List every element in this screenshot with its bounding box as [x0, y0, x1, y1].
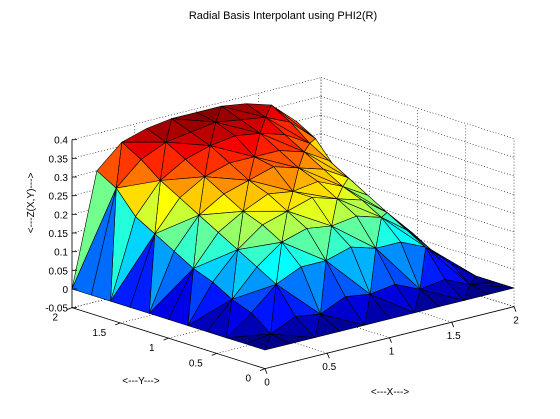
- surface-facet: [129, 233, 156, 314]
- x-tick-mark: [389, 337, 392, 343]
- back-wall-gridline: [71, 96, 322, 159]
- z-tick-label: 0: [62, 285, 68, 296]
- x-tick-mark: [451, 322, 455, 328]
- z-tick-label: -0.05: [45, 304, 68, 315]
- back-wall-gridline: [71, 77, 322, 140]
- side-wall-gridline: [320, 77, 515, 139]
- side-wall-gridline: [320, 96, 515, 158]
- y-axis-label: <---Y--->: [122, 376, 160, 387]
- side-wall-gridline: [320, 133, 515, 195]
- x-tick-label: 2: [513, 316, 519, 327]
- y-tick-label: 0: [245, 374, 251, 385]
- surface-facet: [91, 187, 117, 302]
- x-tick-mark: [326, 353, 330, 359]
- x-tick-label: 1.5: [447, 331, 461, 342]
- z-tick-label: 0.35: [49, 154, 69, 165]
- side-wall-gridline: [320, 114, 515, 177]
- y-tick-mark: [259, 368, 266, 372]
- z-tick-label: 0.25: [49, 192, 69, 203]
- z-axis-label: <---Z(X,Y)--->: [26, 173, 37, 234]
- x-tick-mark: [264, 368, 268, 374]
- surface-facet: [463, 284, 490, 301]
- surface-facet: [168, 268, 194, 326]
- z-tick-label: 0.05: [49, 266, 69, 277]
- y-tick-label: 1: [149, 343, 155, 354]
- surface-mesh: [71, 103, 515, 351]
- z-tick-label: 0.2: [54, 210, 68, 221]
- side-wall-gridline: [320, 152, 515, 214]
- y-tick-mark: [66, 307, 73, 311]
- y-tick-mark: [115, 322, 121, 326]
- z-tick-label: 0.1: [54, 248, 68, 259]
- axis-labels: 00.511.5200.511.52-0.0500.050.10.150.20.…: [45, 136, 519, 389]
- chart-title: Radial Basis Interpolant using PHI2(R): [189, 10, 377, 22]
- y-tick-label: 2: [52, 313, 58, 324]
- z-tick-label: 0.3: [54, 173, 68, 184]
- surface-facet: [245, 333, 271, 351]
- x-tick-mark: [513, 306, 517, 312]
- z-tick-label: 0.4: [54, 136, 68, 147]
- surface-facet: [414, 288, 440, 314]
- x-tick-label: 1: [389, 347, 395, 358]
- z-tick-label: 0.15: [49, 229, 69, 240]
- y-tick-mark: [211, 353, 217, 356]
- x-tick-label: 0.5: [322, 362, 336, 373]
- x-axis-label: <---X--->: [371, 387, 409, 398]
- y-tick-mark: [163, 337, 169, 341]
- y-tick-label: 0.5: [189, 358, 203, 369]
- side-wall-gridline: [320, 170, 515, 233]
- y-tick-label: 1.5: [92, 328, 106, 339]
- x-tick-label: 0: [264, 378, 270, 389]
